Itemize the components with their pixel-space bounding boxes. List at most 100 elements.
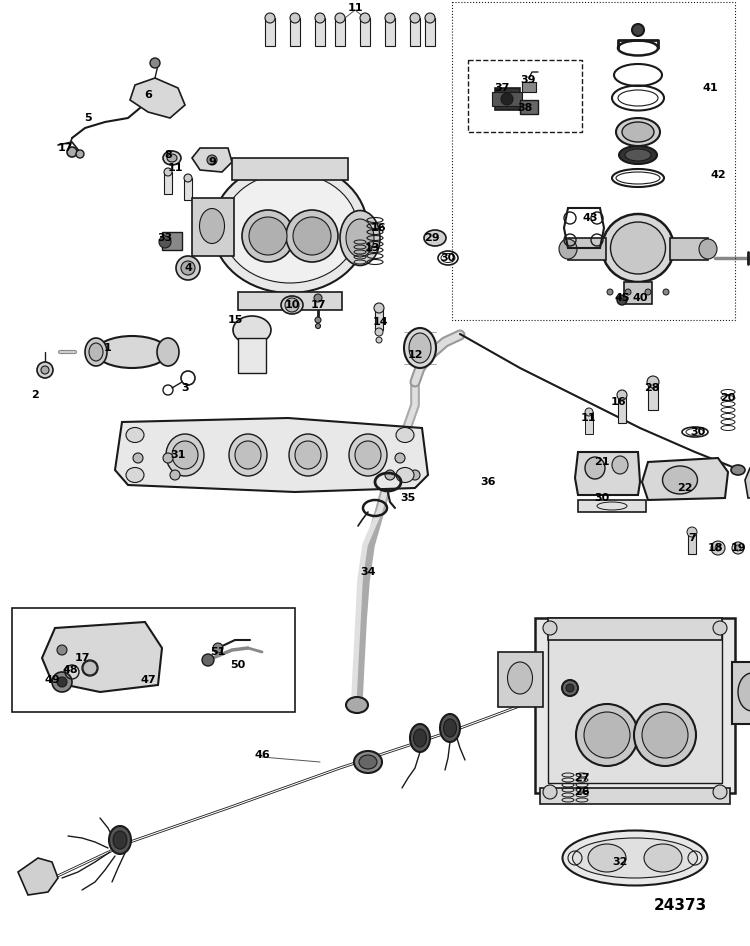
Circle shape	[625, 289, 631, 295]
Text: 40: 40	[632, 293, 648, 303]
Ellipse shape	[166, 434, 204, 476]
Ellipse shape	[340, 211, 380, 266]
Ellipse shape	[235, 441, 261, 469]
Bar	[360, 18, 370, 46]
Circle shape	[543, 621, 557, 635]
Circle shape	[713, 621, 727, 635]
Ellipse shape	[200, 208, 224, 243]
Text: 28: 28	[644, 383, 660, 393]
Circle shape	[57, 677, 67, 687]
Ellipse shape	[410, 724, 430, 752]
Circle shape	[585, 408, 593, 416]
Bar	[238, 292, 342, 310]
Text: 1: 1	[104, 343, 112, 353]
Ellipse shape	[359, 755, 377, 769]
Ellipse shape	[508, 662, 532, 694]
Text: 13: 13	[364, 243, 380, 253]
Ellipse shape	[619, 146, 657, 164]
Text: 19: 19	[730, 543, 746, 553]
Ellipse shape	[113, 831, 127, 849]
Bar	[548, 628, 722, 783]
Text: 37: 37	[494, 83, 510, 93]
Ellipse shape	[396, 467, 414, 482]
Ellipse shape	[281, 296, 303, 314]
Text: 36: 36	[480, 477, 496, 487]
Circle shape	[163, 453, 173, 463]
Ellipse shape	[610, 222, 665, 274]
Text: 18: 18	[707, 543, 723, 553]
Ellipse shape	[293, 217, 331, 255]
Polygon shape	[575, 452, 640, 495]
Polygon shape	[18, 858, 58, 895]
Ellipse shape	[572, 838, 698, 878]
Bar	[265, 18, 275, 46]
Ellipse shape	[89, 343, 103, 361]
Bar	[495, 88, 520, 110]
Text: 11: 11	[580, 413, 596, 423]
Circle shape	[645, 289, 651, 295]
Circle shape	[170, 470, 180, 480]
Text: 41: 41	[702, 83, 718, 93]
Circle shape	[265, 13, 275, 23]
Ellipse shape	[585, 457, 605, 479]
Circle shape	[543, 785, 557, 799]
Text: 24373: 24373	[653, 898, 706, 913]
Bar	[238, 338, 266, 373]
Ellipse shape	[349, 434, 387, 476]
Circle shape	[150, 58, 160, 68]
Text: 7: 7	[688, 533, 696, 543]
Polygon shape	[115, 418, 428, 492]
Bar	[492, 92, 522, 106]
Bar	[568, 238, 606, 260]
Bar	[425, 18, 435, 46]
Text: 51: 51	[210, 647, 226, 657]
Bar	[548, 618, 722, 640]
Text: 4: 4	[184, 263, 192, 273]
Bar	[335, 18, 345, 46]
Circle shape	[376, 337, 382, 343]
Circle shape	[617, 295, 627, 305]
Text: 17: 17	[57, 143, 73, 153]
Circle shape	[290, 13, 300, 23]
Circle shape	[687, 527, 697, 537]
Circle shape	[335, 13, 345, 23]
Bar	[670, 238, 708, 260]
Text: 22: 22	[677, 483, 693, 493]
Ellipse shape	[295, 441, 321, 469]
Text: 17: 17	[74, 653, 90, 663]
Bar	[540, 788, 730, 804]
Text: 30: 30	[440, 253, 455, 263]
Ellipse shape	[223, 173, 358, 283]
Ellipse shape	[738, 673, 750, 711]
Circle shape	[207, 155, 217, 165]
Ellipse shape	[699, 239, 717, 259]
Text: 29: 29	[424, 233, 439, 243]
Ellipse shape	[612, 456, 628, 474]
Bar	[315, 18, 325, 46]
Ellipse shape	[163, 151, 181, 165]
Circle shape	[67, 147, 77, 157]
Text: 3: 3	[182, 383, 189, 393]
Circle shape	[562, 680, 578, 696]
Ellipse shape	[622, 122, 654, 142]
Bar	[648, 382, 658, 410]
Circle shape	[385, 470, 395, 480]
Polygon shape	[745, 468, 750, 498]
Ellipse shape	[644, 844, 682, 872]
Polygon shape	[42, 622, 162, 692]
Bar	[535, 618, 735, 793]
Ellipse shape	[355, 441, 381, 469]
Bar	[520, 100, 538, 114]
Text: 21: 21	[594, 457, 610, 467]
Ellipse shape	[172, 441, 198, 469]
Ellipse shape	[424, 230, 446, 246]
Circle shape	[159, 236, 171, 248]
Text: 27: 27	[574, 773, 590, 783]
Bar	[164, 172, 172, 194]
Bar	[498, 652, 543, 707]
Circle shape	[37, 362, 53, 378]
Ellipse shape	[440, 714, 460, 742]
Circle shape	[735, 545, 741, 551]
Circle shape	[176, 256, 200, 280]
Text: 33: 33	[158, 233, 172, 243]
